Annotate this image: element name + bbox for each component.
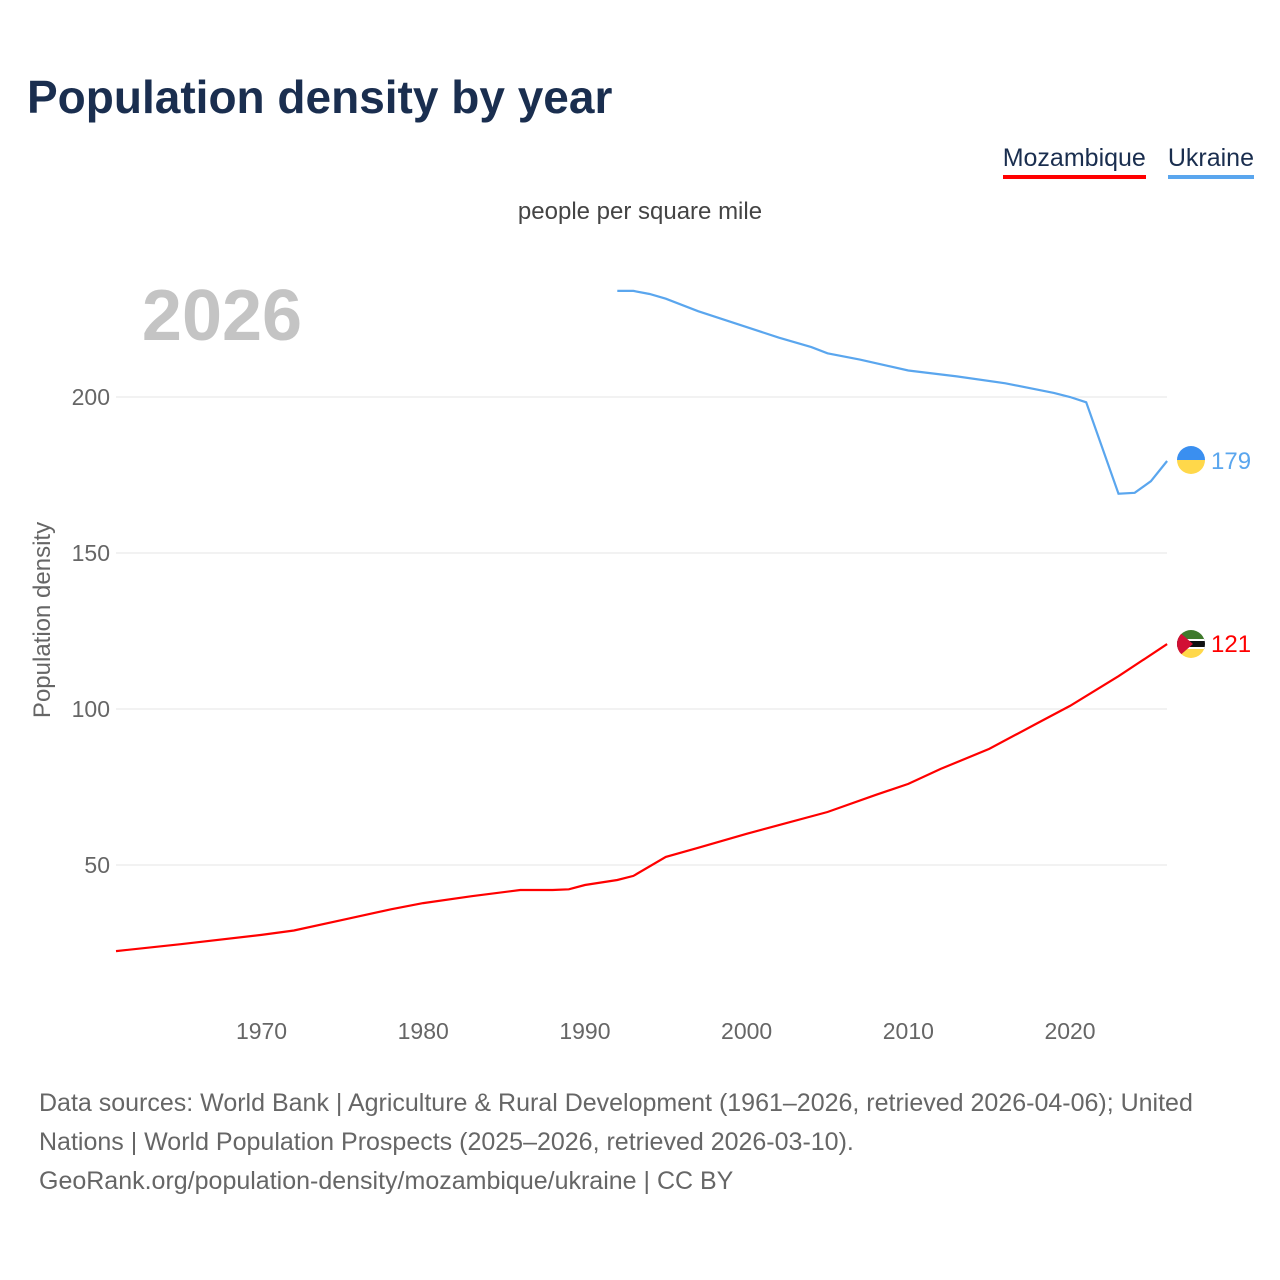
y-tick-label: 100 [72,696,110,722]
legend-item-mozambique[interactable]: Mozambique [1002,144,1146,179]
legend-item-ukraine[interactable]: Ukraine [1167,144,1254,179]
x-tick-label: 1980 [398,1018,449,1044]
end-label-mozambique: 121 [1211,631,1251,658]
y-tick-label: 200 [72,384,110,410]
mozambique-flag-icon [1177,630,1205,658]
y-axis-label: Population density [29,522,56,718]
x-tick-label: 2010 [883,1018,934,1044]
x-tick-label: 2000 [721,1018,772,1044]
series-line-mozambique [115,643,1168,953]
end-label-ukraine: 179 [1211,448,1251,475]
x-tick-label: 1970 [236,1018,287,1044]
y-tick-label: 50 [84,852,110,878]
legend: Mozambique Ukraine [1002,144,1254,179]
chart-title: Population density by year [27,71,613,123]
ukraine-flag-icon [1177,446,1205,474]
year-watermark: 2026 [142,276,302,356]
x-tick-label: 1990 [559,1018,610,1044]
x-tick-label: 2020 [1044,1018,1095,1044]
series-line-ukraine [617,289,1168,495]
footer: Data sources: World Bank | Agriculture &… [39,1084,1249,1201]
y-tick-label: 150 [72,540,110,566]
data-sources: Data sources: World Bank | Agriculture &… [39,1089,1193,1156]
source-link[interactable]: GeoRank.org/population-density/mozambiqu… [39,1167,734,1195]
unit-label: people per square mile [517,198,763,225]
